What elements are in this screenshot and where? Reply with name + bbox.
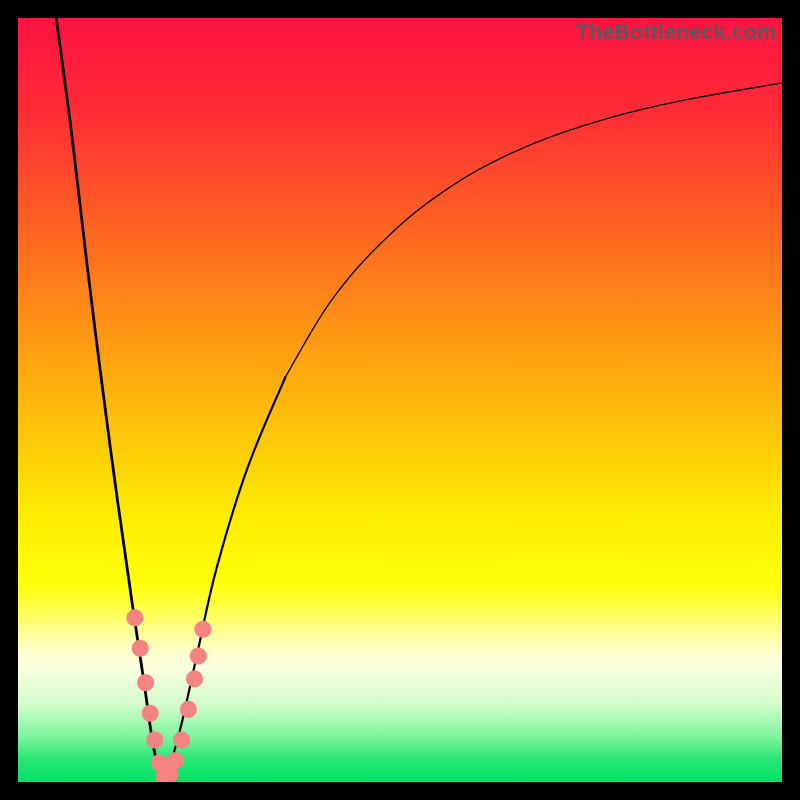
marker-point: [173, 732, 189, 748]
chart-frame: TheBottleneck.com: [0, 0, 800, 800]
marker-point: [142, 705, 158, 721]
chart-svg: [18, 18, 782, 782]
curve-left-branch: [56, 18, 163, 782]
curve-right-branch-far: [285, 83, 782, 377]
marker-point: [180, 701, 196, 717]
watermark-text: TheBottleneck.com: [576, 20, 776, 45]
curve-right-branch-near: [163, 377, 285, 782]
marker-point: [127, 610, 143, 626]
marker-point: [186, 671, 202, 687]
plot-area: TheBottleneck.com: [18, 18, 782, 782]
marker-point: [190, 648, 206, 664]
marker-point: [132, 640, 148, 656]
marker-point: [167, 753, 183, 769]
marker-group: [127, 610, 211, 782]
marker-point: [138, 675, 154, 691]
marker-point: [147, 732, 163, 748]
marker-point: [195, 621, 211, 637]
